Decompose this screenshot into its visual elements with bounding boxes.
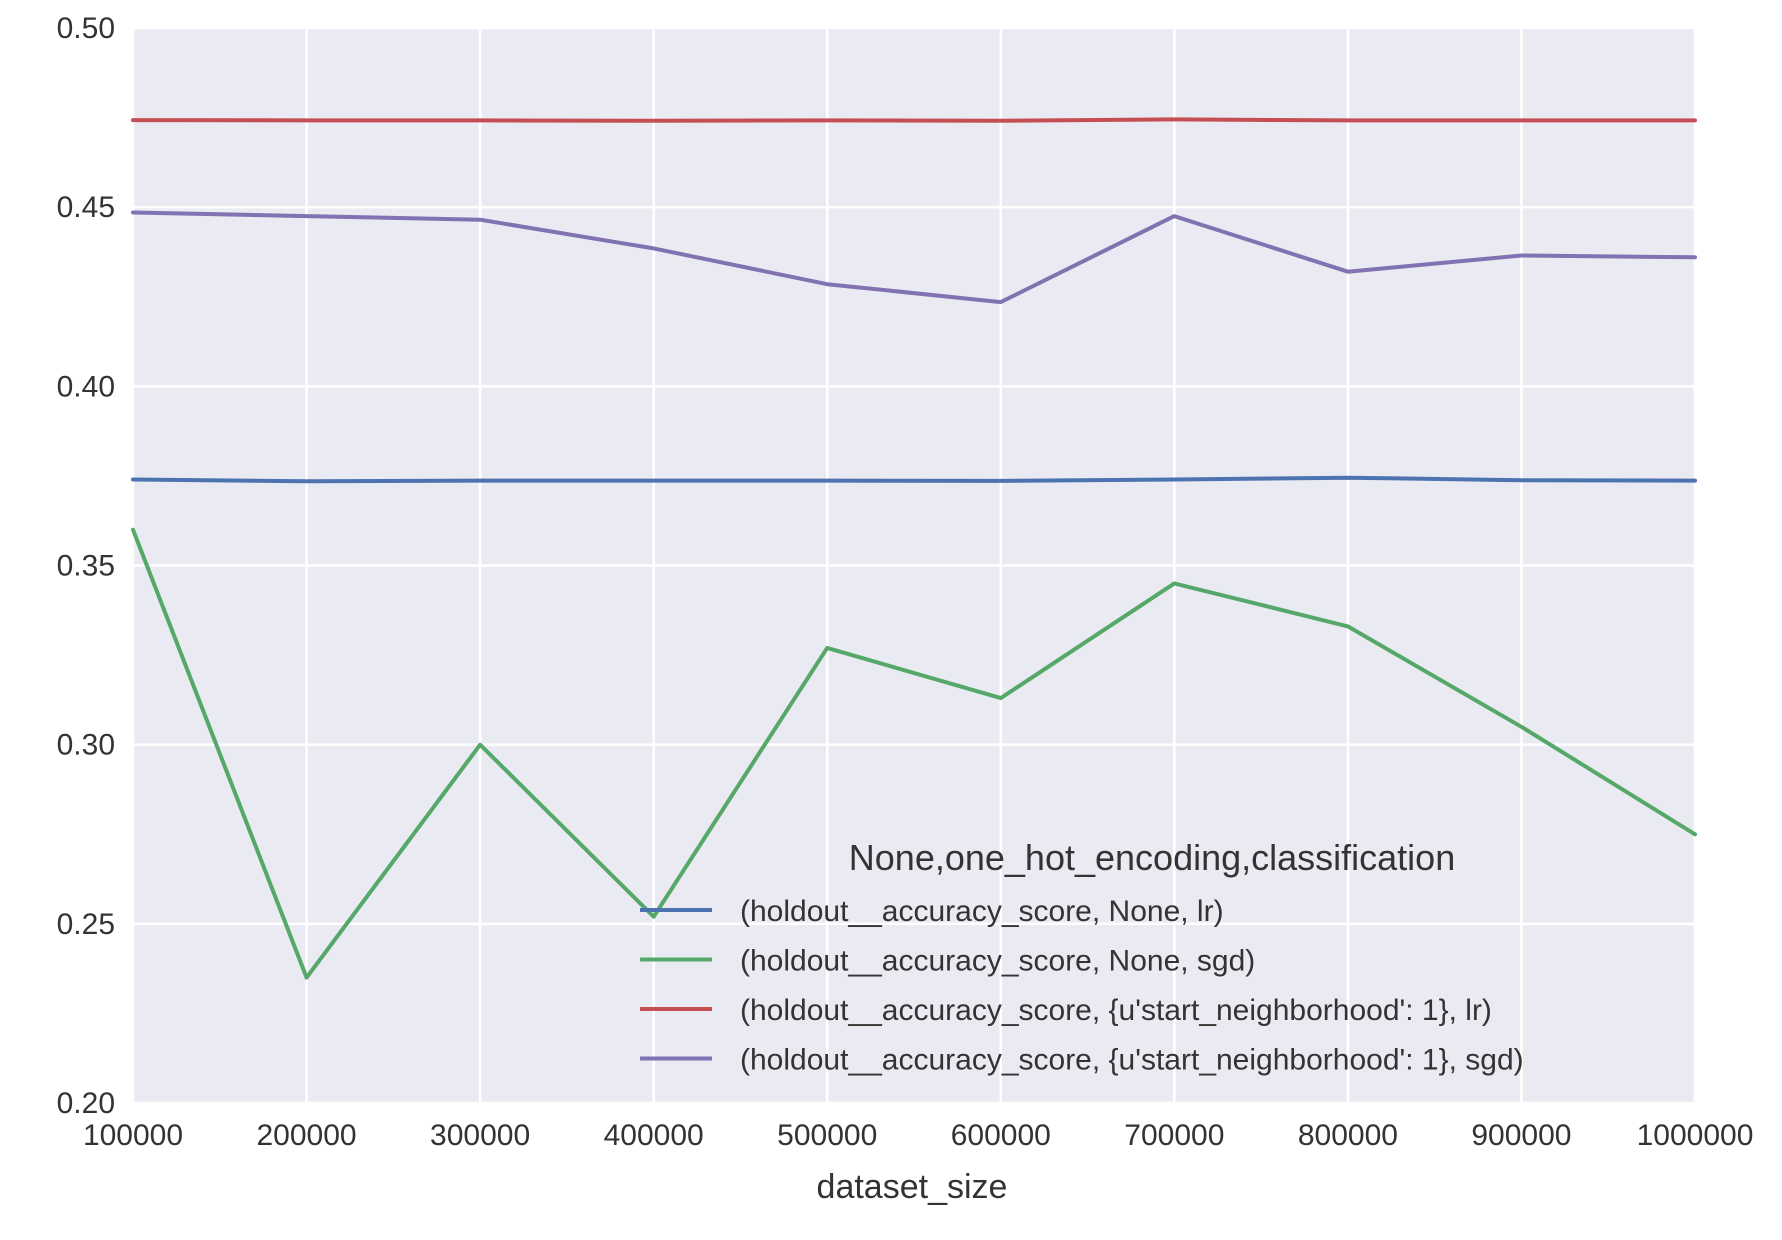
x-tick-label: 100000 [83,1119,183,1152]
legend-label: (holdout__accuracy_score, None, sgd) [740,945,1255,978]
x-tick-label: 700000 [1124,1119,1224,1152]
x-tick-label: 900000 [1471,1119,1571,1152]
y-tick-label: 0.45 [57,191,115,224]
y-tick-label: 0.30 [57,729,115,762]
legend-title: None,one_hot_encoding,classification [849,837,1455,878]
x-axis-tick-labels: 100000 200000 300000 400000 500000 600000 7000… [83,1119,1753,1152]
series-line-3 [131,117,1697,123]
y-tick-label: 0.50 [57,12,115,45]
x-tick-label: 500000 [777,1119,877,1152]
gridlines [131,26,1697,1105]
series-line-1 [131,475,1697,484]
y-tick-label: 0.25 [57,908,115,941]
y-tick-label: 0.35 [57,550,115,583]
x-tick-label: 200000 [257,1119,357,1152]
x-tick-label: 800000 [1298,1119,1398,1152]
series-lines [131,117,1697,980]
y-axis-tick-labels: 0.20 0.25 0.30 0.35 0.40 0.45 0.50 [57,12,115,1120]
x-tick-label: 1000000 [1637,1119,1754,1152]
legend: None,one_hot_encoding,classification (ho… [640,837,1524,1077]
legend-label: (holdout__accuracy_score, None, lr) [740,895,1224,928]
legend-label: (holdout__accuracy_score, {u'start_neigh… [740,994,1492,1027]
y-tick-label: 0.40 [57,370,115,403]
series-line-4 [131,210,1697,305]
series-line-2 [131,527,1697,980]
legend-label: (holdout__accuracy_score, {u'start_neigh… [740,1044,1524,1077]
x-tick-label: 300000 [430,1119,530,1152]
y-tick-label: 0.20 [57,1087,115,1120]
x-tick-label: 600000 [951,1119,1051,1152]
x-axis-title: dataset_size [817,1168,1008,1206]
x-tick-label: 400000 [604,1119,704,1152]
